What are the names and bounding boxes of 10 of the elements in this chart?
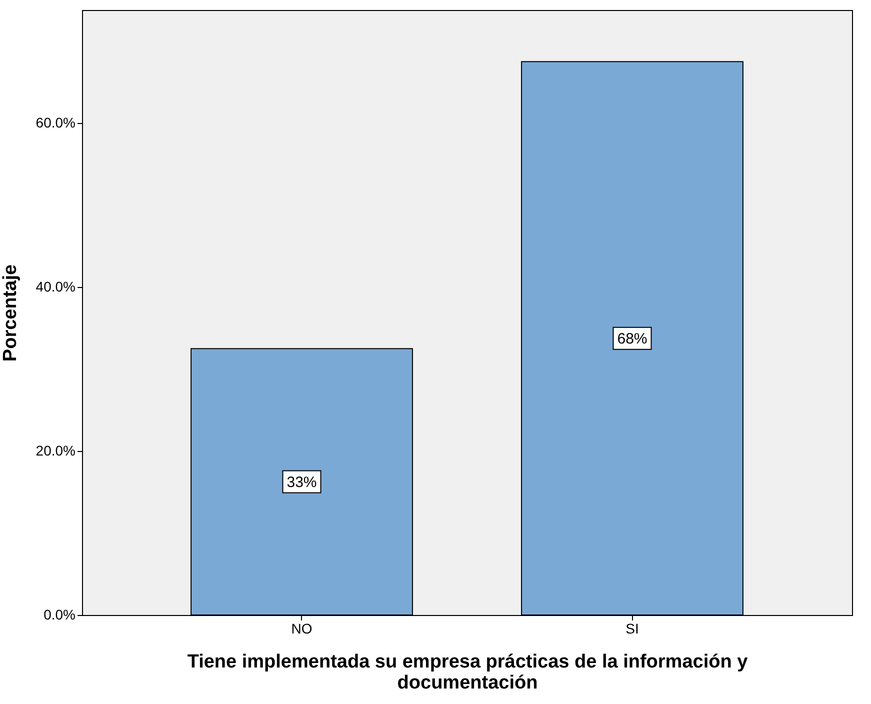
x-axis-title: Tiene implementada su empresa prácticas de la información y documentación [187, 652, 748, 694]
x-tick-label: NO [291, 620, 312, 636]
y-tick-label: 0.0% [44, 606, 76, 622]
x-tick-label: SI [626, 620, 639, 636]
data-label: 68% [617, 330, 648, 348]
y-tick-label: 40.0% [36, 278, 76, 295]
y-axis-title: Porcentaje [0, 264, 21, 362]
data-label: 33% [286, 474, 317, 491]
y-tick-label: 20.0% [36, 442, 76, 459]
y-tick-label: 60.0% [36, 114, 76, 131]
